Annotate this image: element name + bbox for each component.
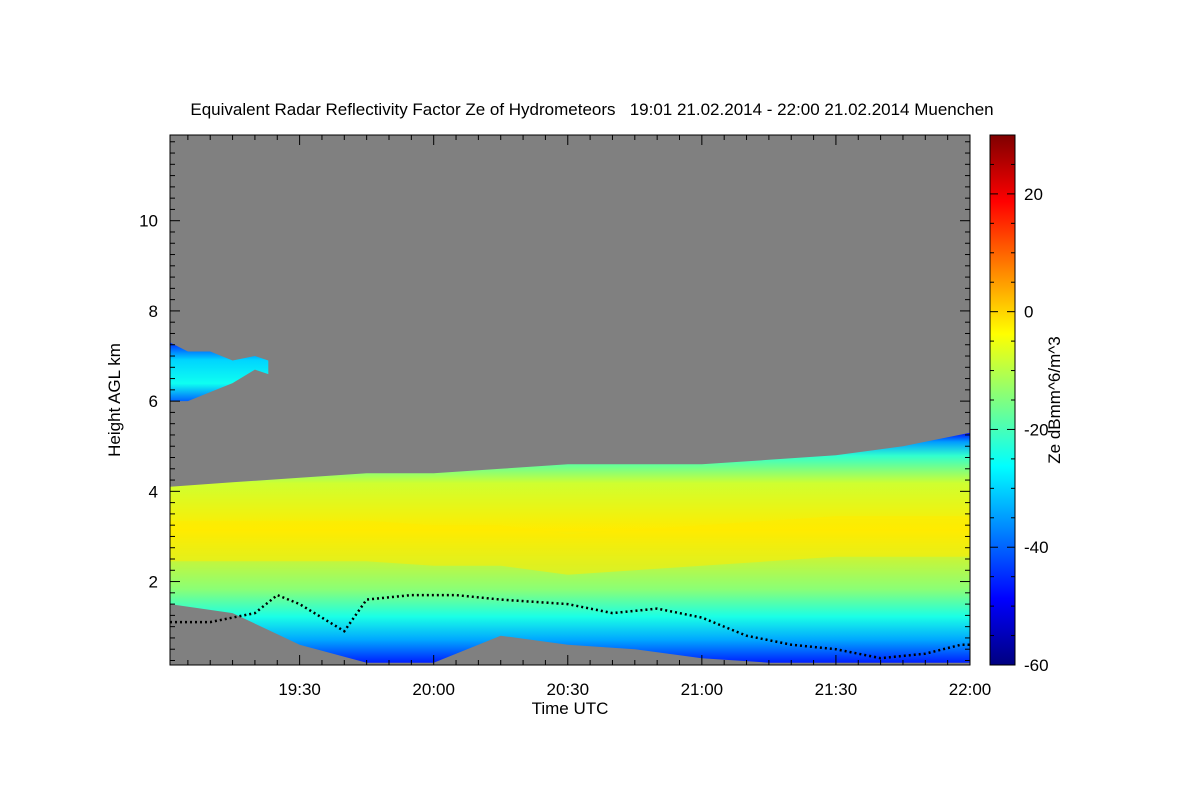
colorbar-tick-label: -20	[1024, 420, 1049, 439]
colorbar: -60 -40 -20 0 20 Ze dBmm^6/m^3	[989, 134, 1064, 675]
x-tick-label: 21:30	[815, 680, 858, 699]
colorbar-scale	[989, 134, 1016, 666]
cloud-base-dots	[170, 593, 970, 660]
x-tick-label: 21:00	[681, 680, 724, 699]
colorbar-tick-label: 0	[1024, 303, 1033, 322]
x-axis-label: Time UTC	[532, 699, 609, 718]
y-tick-label: 2	[149, 573, 158, 592]
y-tick-label: 8	[149, 302, 158, 321]
colorbar-tick-label: -60	[1024, 656, 1049, 675]
reflectivity-layers	[170, 342, 970, 663]
y-tick-label: 6	[149, 392, 158, 411]
plot-frame	[169, 134, 971, 666]
upper-cloud-layer	[170, 342, 269, 402]
y-tick-label: 10	[139, 212, 158, 231]
colorbar-tick-label: 20	[1024, 185, 1043, 204]
reflectivity-core	[170, 516, 970, 575]
y-axis-ticks: 2 4 6 8 10	[139, 141, 970, 661]
cloud-base-line	[170, 593, 970, 660]
x-tick-label: 20:30	[546, 680, 589, 699]
plot-area	[169, 134, 971, 666]
x-axis-ticks: 19:30 20:00 20:30 21:00 21:30 22:00	[187, 135, 992, 699]
y-axis-label: Height AGL km	[105, 343, 124, 457]
x-tick-label: 19:30	[278, 680, 321, 699]
colorbar-label: Ze dBmm^6/m^3	[1045, 336, 1064, 463]
colorbar-tick-label: -40	[1024, 538, 1049, 557]
x-tick-label: 20:00	[412, 680, 455, 699]
chart-title: Equivalent Radar Reflectivity Factor Ze …	[190, 100, 993, 119]
colorbar-ticks: -60 -40 -20 0 20	[990, 134, 1049, 675]
x-tick-label: 22:00	[949, 680, 992, 699]
y-tick-label: 4	[149, 482, 158, 501]
